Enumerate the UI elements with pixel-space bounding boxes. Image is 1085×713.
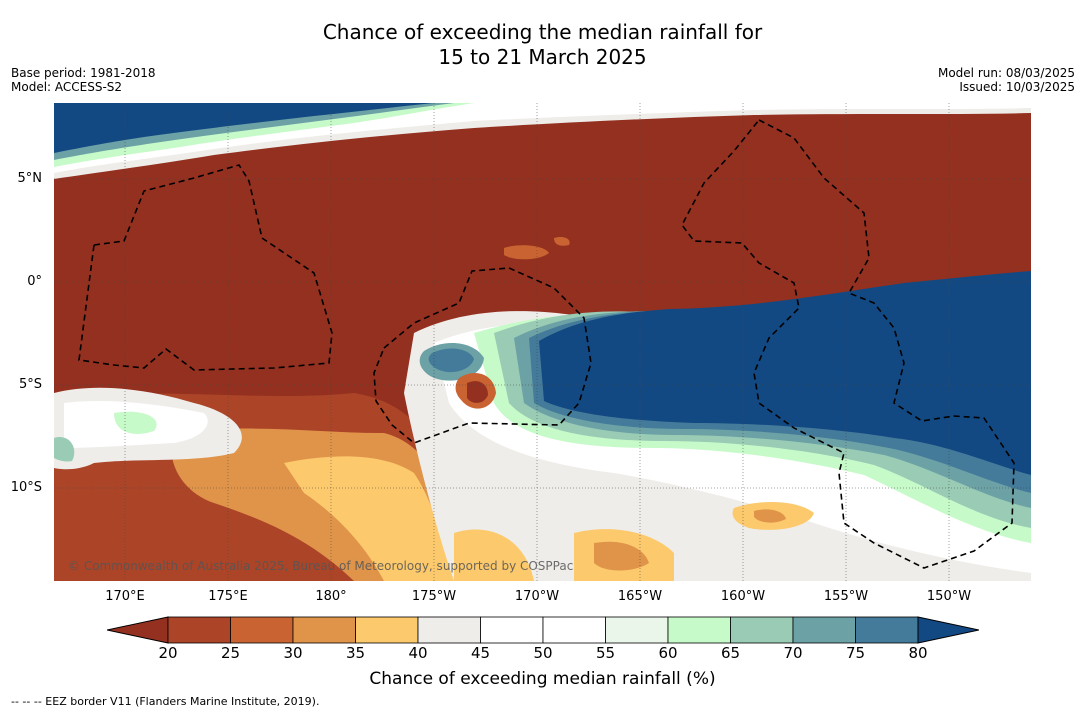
copyright-text: © Commonwealth of Australia 2025, Bureau… <box>68 559 574 573</box>
colorbar <box>106 616 980 644</box>
colorbar-tick: 25 <box>220 644 241 662</box>
title-line-2: 15 to 21 March 2025 <box>438 45 647 69</box>
lon-label-170w: 170°W <box>514 589 560 604</box>
colorbar-extend-low <box>106 616 169 644</box>
lon-label-175e: 175°E <box>208 589 248 604</box>
colorbar-segment <box>417 616 481 644</box>
lat-label-0: 0° <box>27 274 42 289</box>
colorbar-tick: 45 <box>470 644 491 662</box>
colorbar-extend-high <box>917 616 980 644</box>
colorbar-tick: 80 <box>908 644 928 662</box>
colorbar-segment <box>542 616 606 644</box>
colorbar-segment <box>667 616 731 644</box>
lon-label-150w: 150°W <box>926 589 972 604</box>
colorbar-tick: 40 <box>408 644 428 662</box>
lon-label-155w: 155°W <box>823 589 869 604</box>
colorbar-tick: 70 <box>783 644 803 662</box>
rainfall-map <box>54 103 1031 581</box>
colorbar-tick: 20 <box>158 644 178 662</box>
colorbar-segment <box>792 616 856 644</box>
colorbar-segment <box>605 616 669 644</box>
issued-text: Issued: 10/03/2025 <box>959 80 1075 94</box>
colorbar-tick: 35 <box>345 644 366 662</box>
lat-label-5n: 5°N <box>17 171 43 186</box>
colorbar-segment <box>230 616 294 644</box>
lat-label-5s: 5°S <box>18 377 42 392</box>
colorbar-segment <box>167 616 231 644</box>
colorbar-graphic <box>106 616 980 644</box>
base-period-text: Base period: 1981-2018 <box>11 66 156 80</box>
lon-label-180: 180° <box>315 589 347 604</box>
eez-legend-note: -- -- -- EEZ border V11 (Flanders Marine… <box>11 695 320 708</box>
colorbar-segment <box>730 616 794 644</box>
colorbar-tick: 60 <box>658 644 678 662</box>
meta-right: Model run: 08/03/2025 Issued: 10/03/2025 <box>938 66 1075 94</box>
map-title: Chance of exceeding the median rainfall … <box>0 20 1085 70</box>
colorbar-tick: 50 <box>533 644 553 662</box>
model-run-text: Model run: 08/03/2025 <box>937 66 1075 80</box>
colorbar-tick: 30 <box>283 644 303 662</box>
colorbar-segment <box>292 616 356 644</box>
colorbar-segment <box>355 616 419 644</box>
title-line-1: Chance of exceeding the median rainfall … <box>322 20 763 44</box>
colorbar-segment <box>480 616 544 644</box>
model-text: Model: ACCESS-S2 <box>11 80 123 94</box>
lon-label-160w: 160°W <box>720 589 766 604</box>
colorbar-tick: 65 <box>720 644 741 662</box>
colorbar-tick: 75 <box>845 644 866 662</box>
colorbar-tick: 55 <box>595 644 616 662</box>
lon-label-170e: 170°E <box>105 589 145 604</box>
lat-label-10s: 10°S <box>10 480 42 495</box>
lon-label-165w: 165°W <box>617 589 663 604</box>
colorbar-segment <box>855 616 919 644</box>
colorbar-label: Chance of exceeding median rainfall (%) <box>369 669 716 689</box>
lon-label-175w: 175°W <box>411 589 457 604</box>
meta-left: Base period: 1981-2018 Model: ACCESS-S2 <box>11 66 156 94</box>
map-canvas <box>54 103 1031 581</box>
